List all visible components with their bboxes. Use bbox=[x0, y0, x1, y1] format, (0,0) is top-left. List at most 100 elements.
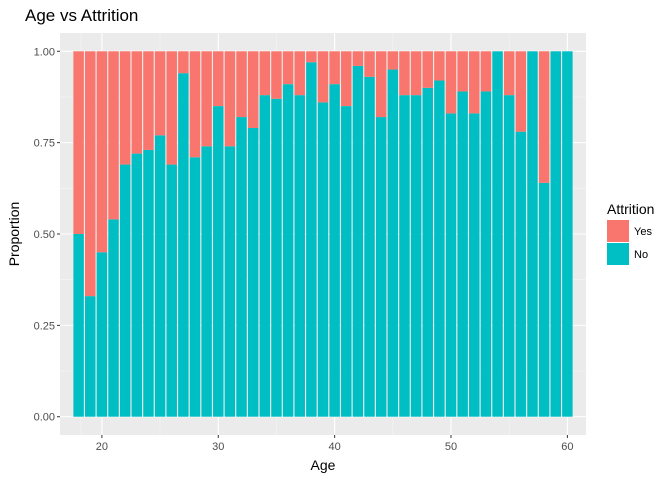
bar-no bbox=[247, 128, 259, 417]
bar-no bbox=[515, 131, 527, 417]
bar-no bbox=[189, 157, 201, 417]
bar-yes bbox=[375, 51, 387, 118]
bar-no bbox=[562, 51, 573, 417]
bar-yes bbox=[131, 51, 143, 154]
chart-title: Age vs Attrition bbox=[25, 6, 138, 25]
bar-yes bbox=[294, 51, 305, 96]
bar-no bbox=[282, 84, 294, 417]
bar-yes bbox=[341, 51, 352, 107]
x-tick-label: 40 bbox=[329, 441, 341, 453]
bar-yes bbox=[282, 51, 294, 85]
bar-no bbox=[434, 80, 445, 417]
legend-title: Attrition bbox=[607, 201, 654, 217]
legend-swatch-yes bbox=[607, 220, 629, 242]
bar-no bbox=[538, 182, 550, 417]
bar-no bbox=[422, 87, 433, 417]
x-tick-label: 30 bbox=[212, 441, 224, 453]
bar-no bbox=[469, 113, 480, 417]
bar-yes bbox=[178, 51, 189, 74]
bar-no bbox=[271, 98, 282, 417]
bar-yes bbox=[399, 51, 410, 96]
bar-yes bbox=[503, 51, 515, 96]
bar-no bbox=[480, 91, 492, 417]
bar-no bbox=[224, 146, 236, 417]
y-tick-label: 0.75 bbox=[34, 138, 55, 150]
y-axis-ticks: 0.00 0.25 0.50 0.75 1.00 bbox=[34, 46, 60, 424]
bar-yes bbox=[434, 51, 445, 81]
bar-yes bbox=[306, 51, 317, 63]
bar-yes bbox=[73, 51, 84, 234]
bar-no bbox=[143, 149, 154, 417]
bar-yes bbox=[247, 51, 259, 129]
bar-no bbox=[119, 164, 131, 417]
bars bbox=[73, 51, 573, 417]
y-axis-title: Proportion bbox=[6, 202, 22, 267]
bar-yes bbox=[271, 51, 282, 99]
legend-label-no: No bbox=[634, 249, 648, 261]
bar-no bbox=[178, 73, 189, 417]
x-tick-label: 50 bbox=[445, 441, 457, 453]
bar-yes bbox=[85, 51, 96, 297]
bar-no bbox=[550, 51, 561, 417]
bar-yes bbox=[154, 51, 166, 136]
bar-yes bbox=[445, 51, 457, 114]
bar-yes bbox=[166, 51, 177, 165]
bar-no bbox=[166, 164, 177, 417]
legend: Attrition Yes No bbox=[607, 201, 654, 265]
bar-no bbox=[375, 117, 387, 417]
bar-yes bbox=[515, 51, 527, 132]
bar-yes bbox=[259, 51, 271, 96]
x-axis-title: Age bbox=[311, 457, 336, 473]
bar-yes bbox=[108, 51, 119, 220]
bar-yes bbox=[236, 51, 247, 118]
bar-no bbox=[108, 219, 119, 417]
bar-no bbox=[294, 95, 305, 417]
y-tick-label: 0.50 bbox=[34, 229, 55, 241]
bar-yes bbox=[422, 51, 433, 88]
bar-no bbox=[341, 106, 352, 417]
bar-yes bbox=[96, 51, 108, 253]
legend-swatch-no bbox=[607, 243, 629, 265]
x-tick-label: 60 bbox=[561, 441, 573, 453]
bar-no bbox=[387, 69, 399, 417]
bar-yes bbox=[329, 51, 340, 85]
bar-yes bbox=[119, 51, 131, 165]
bar-no bbox=[201, 146, 212, 417]
bar-yes bbox=[224, 51, 236, 147]
bar-no bbox=[96, 252, 108, 417]
bar-no bbox=[457, 91, 468, 417]
bar-no bbox=[306, 62, 317, 417]
bar-yes bbox=[538, 51, 550, 183]
bar-no bbox=[85, 296, 96, 417]
bar-no bbox=[492, 51, 503, 417]
bar-no bbox=[503, 95, 515, 417]
x-tick-label: 20 bbox=[96, 441, 108, 453]
x-axis-ticks: 20 30 40 50 60 bbox=[96, 435, 574, 453]
legend-label-yes: Yes bbox=[634, 226, 652, 238]
bar-yes bbox=[410, 51, 422, 96]
bar-yes bbox=[213, 51, 224, 107]
bar-yes bbox=[469, 51, 480, 114]
bar-yes bbox=[143, 51, 154, 150]
bar-yes bbox=[189, 51, 201, 158]
bar-no bbox=[317, 102, 329, 417]
bar-yes bbox=[317, 51, 329, 103]
bar-no bbox=[154, 135, 166, 417]
bar-no bbox=[73, 234, 84, 417]
y-tick-label: 0.25 bbox=[34, 320, 55, 332]
bar-yes bbox=[364, 51, 375, 77]
bar-no bbox=[364, 76, 375, 417]
bar-no bbox=[131, 153, 143, 417]
bar-yes bbox=[387, 51, 399, 70]
bar-no bbox=[213, 106, 224, 417]
y-tick-label: 0.00 bbox=[34, 412, 55, 424]
y-tick-label: 1.00 bbox=[34, 46, 55, 58]
bar-no bbox=[527, 51, 538, 417]
bar-no bbox=[329, 84, 340, 417]
bar-no bbox=[445, 113, 457, 417]
bar-no bbox=[236, 117, 247, 417]
bar-no bbox=[399, 95, 410, 417]
bar-no bbox=[352, 65, 364, 417]
bar-no bbox=[410, 95, 422, 417]
